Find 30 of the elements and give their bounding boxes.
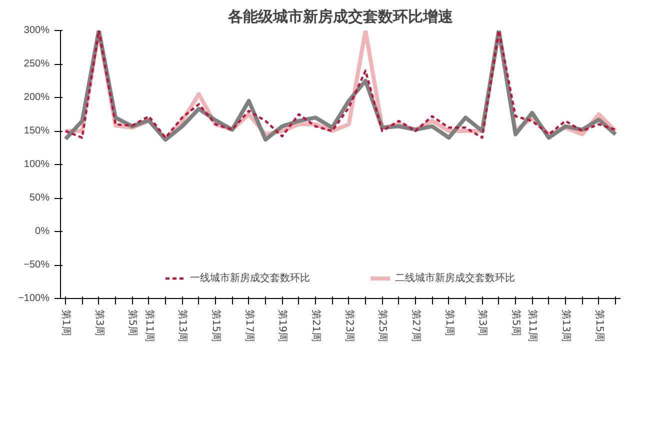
y-tick-label: 300% bbox=[24, 25, 50, 36]
x-tick-label: 第3周 bbox=[476, 310, 489, 336]
x-tick-label: 第25周 bbox=[376, 310, 389, 342]
x-tick-label: 第23周 bbox=[343, 310, 356, 342]
y-tick-label: −100% bbox=[18, 293, 50, 304]
y-tick-label: −50% bbox=[24, 260, 50, 270]
x-tick-label: 第15周 bbox=[210, 310, 222, 342]
x-tick-label: 第21周 bbox=[310, 310, 322, 342]
y-tick-label: 100% bbox=[24, 159, 50, 170]
y-tick-label: 50% bbox=[29, 192, 50, 204]
x-tick-label: 第1周 bbox=[443, 310, 456, 336]
x-tick-label: 第5周 bbox=[510, 310, 522, 336]
x-tick-label: 第3周 bbox=[93, 310, 106, 336]
x-tick-label: 第11周 bbox=[143, 310, 156, 342]
y-tick-label: 250% bbox=[24, 58, 50, 70]
x-tick-label: 第13周 bbox=[560, 310, 572, 342]
legend-label: 二线城市新房成交套数环比 bbox=[395, 272, 515, 285]
x-tick-label: 第15周 bbox=[593, 310, 606, 342]
x-tick-label: 第1周 bbox=[60, 310, 72, 336]
x-tick-label: 第5周 bbox=[126, 310, 139, 336]
x-tick-label: 第27周 bbox=[410, 310, 422, 342]
y-tick-label: 200% bbox=[24, 92, 50, 103]
y-tick-label: 0% bbox=[35, 226, 50, 237]
x-tick-label: 第17周 bbox=[243, 310, 256, 342]
x-tick-label: 第13周 bbox=[176, 310, 189, 342]
legend-label: 一线城市新房成交套数环比 bbox=[190, 272, 310, 285]
y-tick-label: 150% bbox=[24, 126, 50, 136]
x-tick-label: 第19周 bbox=[276, 310, 289, 342]
x-tick-label: 第11周 bbox=[526, 310, 539, 342]
chart-title: 各能级城市新房成交套数环比增速 bbox=[227, 8, 454, 26]
